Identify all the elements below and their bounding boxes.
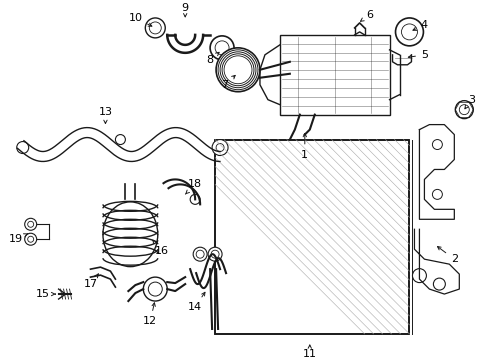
- Text: 4: 4: [412, 20, 427, 30]
- Text: 13: 13: [98, 107, 112, 123]
- Circle shape: [25, 233, 37, 245]
- Circle shape: [216, 48, 260, 92]
- Circle shape: [458, 105, 468, 114]
- Circle shape: [431, 189, 442, 199]
- Circle shape: [149, 22, 161, 34]
- Circle shape: [432, 278, 445, 290]
- Text: 19: 19: [9, 234, 28, 244]
- Circle shape: [115, 135, 125, 144]
- Text: 12: 12: [143, 303, 157, 326]
- Circle shape: [215, 41, 228, 55]
- Circle shape: [148, 282, 162, 296]
- Text: 17: 17: [83, 274, 98, 289]
- Text: 16: 16: [153, 240, 169, 256]
- Text: 9: 9: [181, 3, 188, 17]
- Circle shape: [193, 247, 207, 261]
- Circle shape: [395, 18, 423, 46]
- Text: 11: 11: [302, 345, 316, 359]
- Circle shape: [17, 141, 29, 153]
- Circle shape: [431, 140, 442, 149]
- Text: 3: 3: [464, 95, 474, 109]
- Text: 10: 10: [128, 13, 151, 26]
- Circle shape: [25, 218, 37, 230]
- Circle shape: [411, 269, 426, 283]
- Bar: [215, 140, 408, 334]
- Circle shape: [208, 247, 222, 261]
- Bar: [279, 35, 389, 114]
- Circle shape: [145, 18, 165, 38]
- Text: 6: 6: [360, 10, 372, 21]
- Circle shape: [196, 250, 203, 258]
- Text: 2: 2: [437, 247, 457, 264]
- Circle shape: [190, 194, 200, 204]
- Text: 14: 14: [188, 292, 204, 312]
- Circle shape: [28, 236, 34, 242]
- Circle shape: [401, 24, 417, 40]
- Circle shape: [454, 101, 472, 118]
- Circle shape: [216, 144, 224, 152]
- Text: 15: 15: [36, 289, 55, 299]
- Circle shape: [210, 36, 234, 60]
- Text: 5: 5: [407, 50, 427, 60]
- Text: 18: 18: [185, 179, 202, 194]
- Circle shape: [28, 221, 34, 227]
- Circle shape: [224, 56, 251, 84]
- Text: 8: 8: [206, 52, 219, 65]
- Text: 1: 1: [301, 134, 307, 159]
- Text: 7: 7: [221, 75, 235, 90]
- Circle shape: [143, 277, 167, 301]
- Circle shape: [211, 250, 219, 258]
- Circle shape: [212, 140, 227, 156]
- Bar: [215, 140, 408, 334]
